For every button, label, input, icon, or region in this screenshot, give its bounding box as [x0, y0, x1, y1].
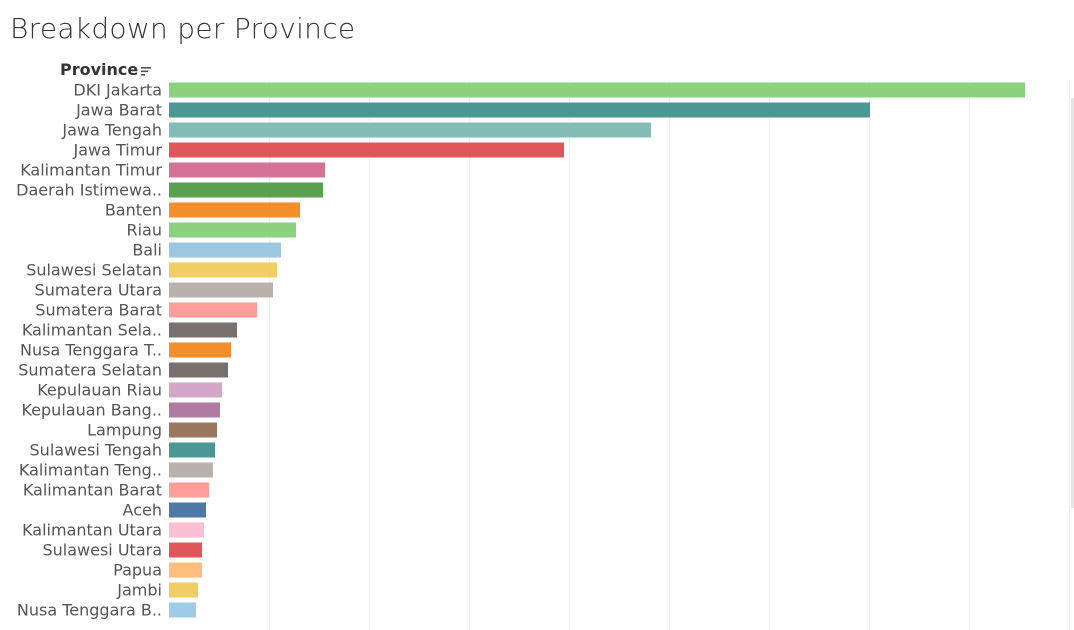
bar-18[interactable] [169, 442, 215, 458]
category-label-18[interactable]: Sulawesi Tengah [30, 441, 162, 460]
category-label-24[interactable]: Papua [113, 561, 162, 580]
bar-8[interactable] [169, 242, 281, 258]
category-label-10[interactable]: Sumatera Utara [35, 281, 162, 300]
category-label-15[interactable]: Kepulauan Riau [37, 381, 162, 400]
bar-21[interactable] [169, 502, 206, 518]
bars [169, 82, 1025, 618]
bar-16[interactable] [169, 402, 220, 418]
bar-4[interactable] [169, 162, 325, 178]
category-label-4[interactable]: Kalimantan Timur [20, 161, 162, 180]
province-field-header[interactable]: Province [60, 59, 152, 79]
bar-9[interactable] [169, 262, 277, 278]
bar-20[interactable] [169, 482, 209, 498]
chart-title: Breakdown per Province [10, 12, 356, 45]
bar-25[interactable] [169, 582, 198, 598]
category-label-19[interactable]: Kalimantan Teng.. [19, 461, 162, 480]
province-field-label: Province [60, 59, 139, 79]
bar-5[interactable] [169, 182, 323, 198]
category-label-14[interactable]: Sumatera Selatan [18, 361, 162, 380]
bar-19[interactable] [169, 462, 213, 478]
category-label-5[interactable]: Daerah Istimewa.. [16, 181, 162, 200]
category-label-1[interactable]: Jawa Barat [75, 101, 162, 120]
category-label-26[interactable]: Nusa Tenggara B.. [17, 601, 162, 620]
category-label-9[interactable]: Sulawesi Selatan [26, 261, 162, 280]
category-label-8[interactable]: Bali [132, 241, 162, 260]
category-label-2[interactable]: Jawa Tengah [61, 121, 162, 140]
bar-7[interactable] [169, 222, 296, 238]
bar-24[interactable] [169, 562, 202, 578]
bar-13[interactable] [169, 342, 231, 358]
bar-1[interactable] [169, 102, 870, 118]
category-label-12[interactable]: Kalimantan Sela.. [22, 321, 162, 340]
gridlines [269, 80, 1070, 630]
category-label-20[interactable]: Kalimantan Barat [23, 481, 162, 500]
category-label-25[interactable]: Jambi [116, 581, 162, 600]
category-label-17[interactable]: Lampung [87, 421, 162, 440]
bar-15[interactable] [169, 382, 222, 398]
bar-22[interactable] [169, 522, 204, 538]
bar-0[interactable] [169, 82, 1025, 98]
category-label-6[interactable]: Banten [105, 201, 162, 220]
vertical-scrollbar[interactable] [1071, 98, 1074, 508]
category-label-11[interactable]: Sumatera Barat [35, 301, 162, 320]
bar-23[interactable] [169, 542, 202, 558]
category-label-3[interactable]: Jawa Timur [72, 141, 162, 160]
bar-26[interactable] [169, 602, 196, 618]
category-label-23[interactable]: Sulawesi Utara [42, 541, 162, 560]
bar-17[interactable] [169, 422, 217, 438]
category-label-16[interactable]: Kepulauan Bang.. [21, 401, 162, 420]
bar-14[interactable] [169, 362, 228, 378]
bar-2[interactable] [169, 122, 651, 138]
category-label-21[interactable]: Aceh [123, 501, 162, 520]
category-label-7[interactable]: Riau [126, 221, 162, 240]
category-label-0[interactable]: DKI Jakarta [73, 81, 162, 100]
bar-11[interactable] [169, 302, 257, 318]
bar-10[interactable] [169, 282, 273, 298]
category-label-13[interactable]: Nusa Tenggara T.. [20, 341, 162, 360]
bar-3[interactable] [169, 142, 564, 158]
sort-descending-icon[interactable] [140, 65, 152, 77]
category-label-22[interactable]: Kalimantan Utara [22, 521, 162, 540]
bar-12[interactable] [169, 322, 237, 338]
bar-6[interactable] [169, 202, 300, 218]
